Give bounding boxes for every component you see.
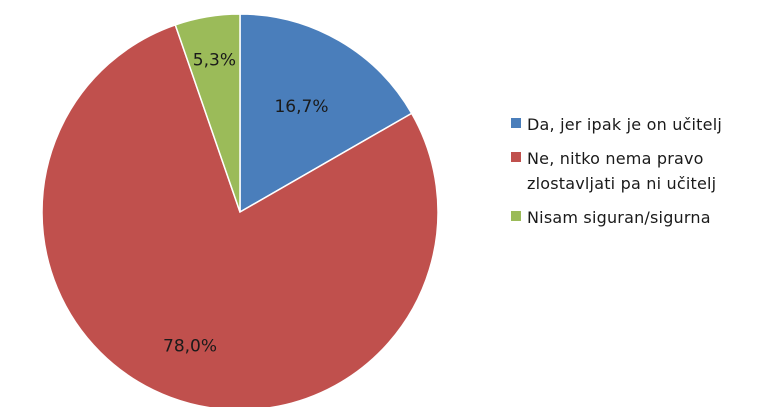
legend-swatch-ne	[511, 152, 521, 162]
data-label-nisam: 5,3%	[193, 51, 236, 71]
data-label-ne: 78,0%	[163, 337, 217, 357]
legend-swatch-nisam	[511, 211, 521, 221]
legend-item-da: Da, jer ipak je on učitelj	[511, 112, 771, 137]
slices-layer	[41, 13, 439, 407]
legend-swatch-da	[511, 118, 521, 128]
labels-layer: 16,7% 78,0% 5,3%	[163, 51, 328, 357]
legend-item-nisam: Nisam siguran/sigurna	[511, 205, 771, 230]
legend-item-ne: Ne, nitko nema pravo zlostavljati pa ni …	[511, 146, 771, 196]
data-label-da: 16,7%	[274, 97, 328, 117]
pie-slice-nisam	[174, 13, 241, 213]
pie-slice-da	[239, 13, 413, 214]
pie-slice-ne	[41, 23, 439, 407]
legend: Da, jer ipak je on učitelj Ne, nitko nem…	[511, 112, 771, 239]
legend-label-nisam: Nisam siguran/sigurna	[527, 208, 711, 227]
legend-label-ne: Ne, nitko nema pravo zlostavljati pa ni …	[527, 149, 717, 193]
legend-label-da: Da, jer ipak je on učitelj	[527, 115, 722, 134]
